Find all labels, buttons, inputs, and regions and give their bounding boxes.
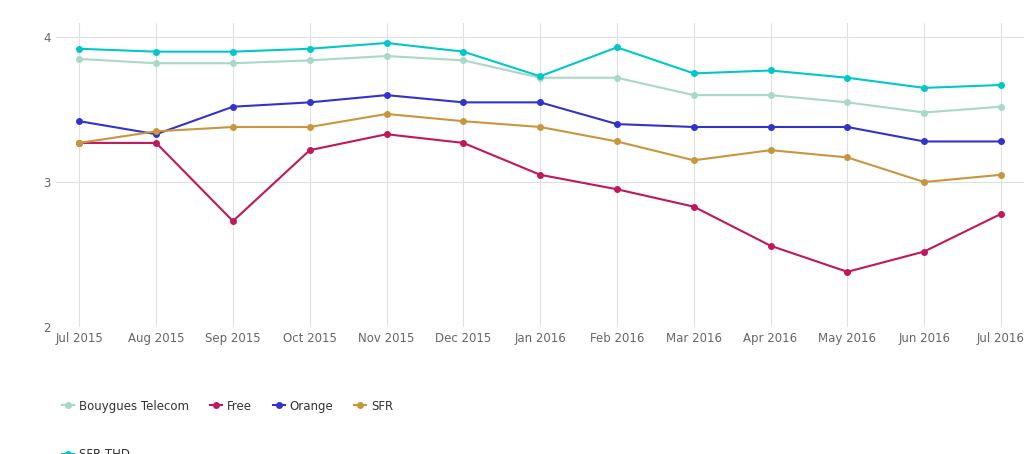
Bouygues Telecom bbox=[303, 58, 315, 63]
Orange bbox=[226, 104, 239, 109]
SFR bbox=[74, 140, 86, 146]
Orange bbox=[381, 93, 393, 98]
Free bbox=[764, 243, 776, 248]
Free bbox=[994, 211, 1007, 217]
Free bbox=[303, 148, 315, 153]
Legend: SFR THD: SFR THD bbox=[62, 449, 130, 454]
SFR bbox=[688, 158, 700, 163]
Free bbox=[688, 204, 700, 209]
Bouygues Telecom bbox=[994, 104, 1007, 109]
Bouygues Telecom bbox=[918, 110, 930, 115]
SFR THD bbox=[764, 68, 776, 73]
SFR THD bbox=[381, 40, 393, 46]
Orange bbox=[74, 118, 86, 124]
Bouygues Telecom bbox=[842, 99, 854, 105]
Bouygues Telecom bbox=[381, 53, 393, 59]
SFR THD bbox=[688, 71, 700, 76]
Bouygues Telecom bbox=[764, 93, 776, 98]
SFR bbox=[381, 111, 393, 117]
SFR bbox=[150, 128, 162, 134]
Free bbox=[610, 187, 623, 192]
Bouygues Telecom bbox=[74, 56, 86, 62]
Free bbox=[535, 172, 547, 178]
SFR bbox=[918, 179, 930, 185]
SFR THD bbox=[535, 74, 547, 79]
Line: Bouygues Telecom: Bouygues Telecom bbox=[77, 53, 1004, 115]
Bouygues Telecom bbox=[610, 75, 623, 80]
SFR THD bbox=[226, 49, 239, 54]
Line: SFR THD: SFR THD bbox=[77, 40, 1004, 91]
SFR THD bbox=[842, 75, 854, 80]
Orange bbox=[994, 139, 1007, 144]
Free bbox=[918, 249, 930, 254]
Bouygues Telecom bbox=[688, 93, 700, 98]
SFR THD bbox=[303, 46, 315, 51]
Line: Free: Free bbox=[77, 132, 1004, 275]
Free bbox=[381, 132, 393, 137]
Orange bbox=[764, 124, 776, 130]
Bouygues Telecom bbox=[226, 60, 239, 66]
SFR THD bbox=[610, 44, 623, 50]
SFR bbox=[535, 124, 547, 130]
SFR THD bbox=[918, 85, 930, 91]
Orange bbox=[535, 99, 547, 105]
Orange bbox=[918, 139, 930, 144]
SFR bbox=[610, 139, 623, 144]
Orange bbox=[150, 132, 162, 137]
Bouygues Telecom bbox=[150, 60, 162, 66]
Bouygues Telecom bbox=[535, 75, 547, 80]
SFR bbox=[842, 155, 854, 160]
Line: Orange: Orange bbox=[77, 92, 1004, 144]
Free bbox=[842, 269, 854, 275]
Free bbox=[457, 140, 469, 146]
SFR THD bbox=[994, 82, 1007, 88]
SFR bbox=[226, 124, 239, 130]
SFR THD bbox=[457, 49, 469, 54]
Free bbox=[226, 218, 239, 224]
SFR bbox=[303, 124, 315, 130]
Orange bbox=[610, 121, 623, 127]
Line: SFR: SFR bbox=[77, 111, 1004, 185]
Free bbox=[74, 140, 86, 146]
Orange bbox=[842, 124, 854, 130]
Bouygues Telecom bbox=[457, 58, 469, 63]
SFR bbox=[457, 118, 469, 124]
Orange bbox=[303, 99, 315, 105]
Orange bbox=[457, 99, 469, 105]
Free bbox=[150, 140, 162, 146]
SFR bbox=[764, 148, 776, 153]
SFR bbox=[994, 172, 1007, 178]
SFR THD bbox=[150, 49, 162, 54]
SFR THD bbox=[74, 46, 86, 51]
Orange bbox=[688, 124, 700, 130]
